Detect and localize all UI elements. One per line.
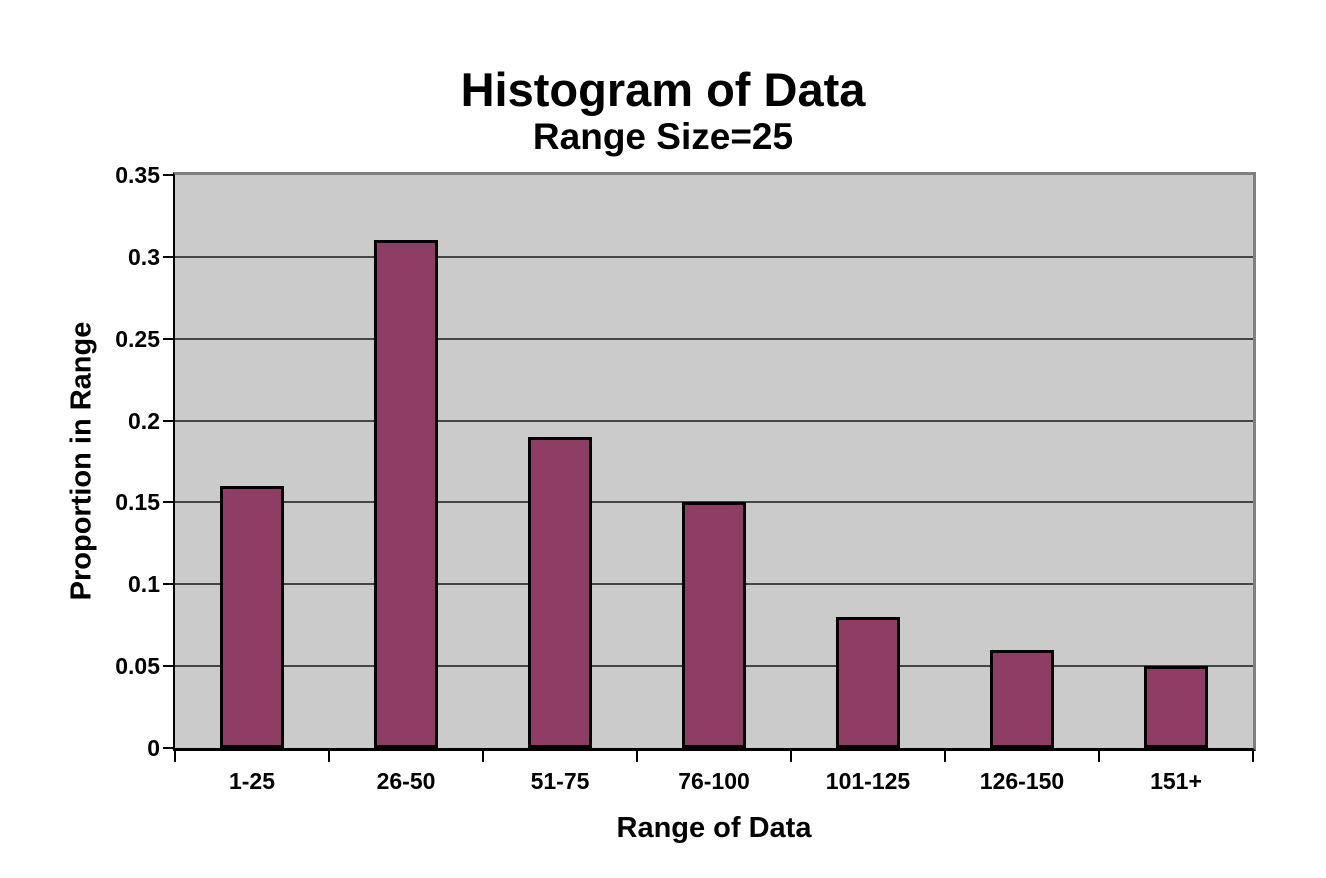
y-tick-mark <box>163 419 173 422</box>
x-category-label: 1-25 <box>228 768 276 794</box>
bar-51-75 <box>528 436 592 748</box>
x-axis-title: Range of Data <box>616 812 812 844</box>
x-category-label: 26-50 <box>376 768 436 794</box>
y-tick-mark <box>163 255 173 258</box>
x-category-label: 101-125 <box>825 768 911 794</box>
bar-1-25 <box>220 486 284 748</box>
y-tick-mark <box>163 665 173 668</box>
y-tick-label: 0.1 <box>128 571 160 598</box>
y-tick-label: 0 <box>147 735 160 761</box>
x-category-label: 76-100 <box>678 768 750 794</box>
x-tick-mark <box>328 751 330 762</box>
bar-151+ <box>1144 666 1208 748</box>
plot-area <box>173 172 1256 751</box>
chart-subtitle: Range Size=25 <box>532 116 794 157</box>
x-category-label: 126-150 <box>979 768 1065 794</box>
bar-76-100 <box>682 502 746 748</box>
x-tick-mark <box>790 751 792 762</box>
y-tick-label: 0.05 <box>115 653 160 680</box>
y-tick-mark <box>163 337 173 340</box>
x-tick-mark <box>482 751 484 762</box>
y-tick-mark <box>163 174 173 176</box>
y-tick-mark <box>163 747 173 749</box>
y-tick-label: 0.15 <box>115 489 160 516</box>
y-tick-label: 0.2 <box>128 407 160 434</box>
gridline <box>175 255 1253 258</box>
gridline <box>175 419 1253 422</box>
bar-26-50 <box>374 240 438 748</box>
x-tick-mark <box>636 751 638 762</box>
chart-title: Histogram of Data <box>460 63 866 116</box>
bar-101-125 <box>836 617 900 748</box>
x-tick-mark <box>174 751 176 762</box>
gridline <box>175 337 1253 340</box>
y-tick-mark <box>163 501 173 504</box>
x-tick-mark <box>1252 751 1254 762</box>
y-tick-mark <box>163 583 173 586</box>
y-tick-label: 0.3 <box>128 243 160 270</box>
y-tick-label: 0.35 <box>115 162 160 188</box>
x-tick-mark <box>944 751 946 762</box>
x-category-label: 151+ <box>1150 768 1202 794</box>
y-tick-label: 0.25 <box>115 325 160 352</box>
x-tick-mark <box>1098 751 1100 762</box>
bar-126-150 <box>990 649 1054 748</box>
y-axis-title: Proportion in Range <box>65 321 98 601</box>
x-category-label: 51-75 <box>530 768 590 794</box>
